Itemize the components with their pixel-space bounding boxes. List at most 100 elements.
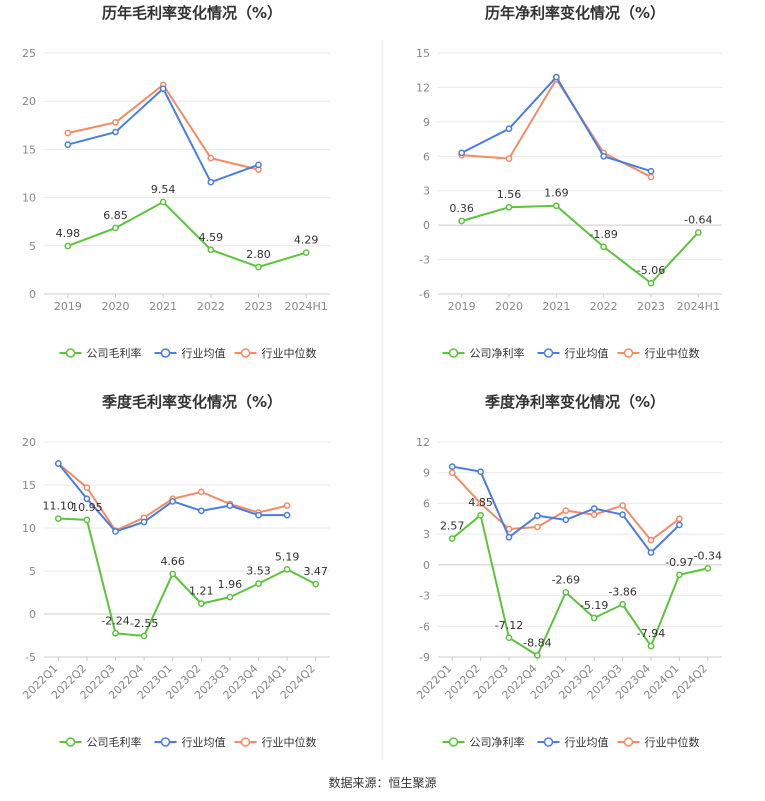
- data-point-company: [619, 601, 626, 608]
- data-label: -5.19: [580, 599, 608, 612]
- data-point-company: [83, 516, 91, 524]
- data-label: 1.69: [544, 187, 569, 200]
- data-point-avg: [505, 125, 513, 133]
- data-label: 2.57: [440, 520, 465, 533]
- data-point-avg: [647, 549, 655, 556]
- data-point-avg: [534, 512, 541, 520]
- data-point-median: [283, 502, 291, 509]
- y-tick-label: 9: [423, 116, 430, 129]
- y-tick-label: 25: [22, 47, 36, 60]
- legend-label: 公司毛利率: [87, 346, 142, 360]
- x-tick-label: 2020: [102, 300, 130, 313]
- data-point-company: [112, 224, 119, 232]
- x-tick-label: 2022: [197, 300, 225, 313]
- legend-swatch-marker: [160, 737, 171, 747]
- data-point-median: [647, 173, 655, 181]
- data-label: 4.98: [56, 227, 81, 240]
- data-point-avg: [54, 460, 62, 467]
- y-tick-label: -6: [419, 288, 430, 301]
- y-tick-label: -3: [419, 590, 430, 603]
- chart-title: 季度净利率变化情况（%）: [485, 393, 665, 411]
- legend-label: 公司净利率: [470, 346, 525, 360]
- legend-label: 行业中位数: [645, 346, 700, 360]
- data-point-company: [477, 511, 484, 519]
- legend-swatch-marker: [543, 737, 554, 747]
- data-label: -2.69: [552, 573, 580, 586]
- data-point-company: [676, 571, 683, 579]
- data-label: 0.36: [449, 202, 474, 215]
- data-point-median: [505, 155, 513, 162]
- data-point-company: [505, 634, 513, 642]
- data-label: 9.54: [151, 183, 176, 196]
- x-tick-label: 2023: [245, 300, 273, 313]
- data-label: 4.85: [468, 496, 493, 509]
- data-label: -7.94: [637, 627, 665, 640]
- data-point-company: [647, 642, 655, 650]
- data-point-median: [448, 469, 456, 477]
- data-point-avg: [562, 516, 570, 524]
- legend-label: 行业均值: [565, 736, 609, 749]
- data-point-avg: [505, 533, 513, 541]
- data-label: -0.34: [694, 549, 722, 562]
- data-point-company: [458, 217, 466, 225]
- data-label: 1.21: [189, 585, 214, 598]
- series-line-company: [58, 517, 317, 637]
- data-label: 10.95: [71, 501, 103, 514]
- y-tick-label: 6: [423, 497, 430, 510]
- legend-label: 行业中位数: [645, 735, 700, 749]
- series-line-company: [67, 200, 307, 269]
- data-label: 5.19: [275, 550, 300, 563]
- data-label: -1.89: [589, 228, 617, 241]
- data-point-company: [534, 652, 541, 659]
- x-tick-label: 2024H1: [677, 300, 720, 313]
- data-point-median: [83, 484, 91, 491]
- y-tick-label: 6: [423, 150, 430, 163]
- data-point-avg: [590, 505, 598, 512]
- data-point-avg: [255, 511, 262, 519]
- y-tick-label: -6: [419, 620, 430, 633]
- legend-label: 行业均值: [182, 347, 226, 360]
- data-label: 4.29: [294, 234, 319, 247]
- data-label: 1.56: [497, 188, 522, 201]
- data-point-company: [255, 263, 262, 271]
- data-point-avg: [169, 497, 177, 505]
- legend-swatch-marker: [65, 348, 76, 358]
- data-point-median: [112, 119, 119, 126]
- data-point-company: [312, 580, 320, 588]
- data-point-avg: [676, 521, 683, 529]
- y-tick-label: 12: [416, 436, 430, 449]
- legend-label: 行业中位数: [262, 735, 317, 749]
- data-point-median: [590, 511, 598, 519]
- legend-swatch-marker: [160, 348, 171, 358]
- data-label: -0.64: [684, 213, 712, 226]
- data-point-company: [302, 249, 310, 256]
- data-point-avg: [64, 141, 72, 148]
- data-point-median: [197, 488, 205, 496]
- data-point-avg: [600, 152, 608, 160]
- y-tick-label: 0: [29, 288, 36, 301]
- data-point-avg: [207, 178, 215, 186]
- legend-label: 行业中位数: [262, 346, 317, 360]
- x-tick-label: 2023: [637, 300, 665, 313]
- data-point-company: [448, 535, 456, 542]
- data-point-median: [619, 502, 626, 509]
- data-point-company: [207, 246, 215, 254]
- y-tick-label: 0: [423, 559, 430, 572]
- data-label: 2.80: [246, 248, 271, 261]
- legend-swatch-marker: [623, 737, 634, 747]
- data-point-avg: [159, 85, 167, 93]
- x-tick-label: 2021: [149, 300, 177, 313]
- legend-label: 行业均值: [182, 736, 226, 749]
- x-tick-label: 2022: [590, 300, 618, 313]
- data-point-avg: [112, 128, 119, 136]
- legend-swatch-marker: [623, 348, 634, 358]
- legend-label: 行业均值: [565, 347, 609, 360]
- y-tick-label: 15: [416, 47, 430, 60]
- x-tick-label: 2024H1: [285, 300, 328, 313]
- data-point-avg: [477, 468, 484, 476]
- y-tick-label: 15: [22, 479, 36, 492]
- data-label: -0.97: [665, 556, 693, 569]
- data-point-company: [112, 629, 119, 637]
- data-point-median: [534, 523, 541, 531]
